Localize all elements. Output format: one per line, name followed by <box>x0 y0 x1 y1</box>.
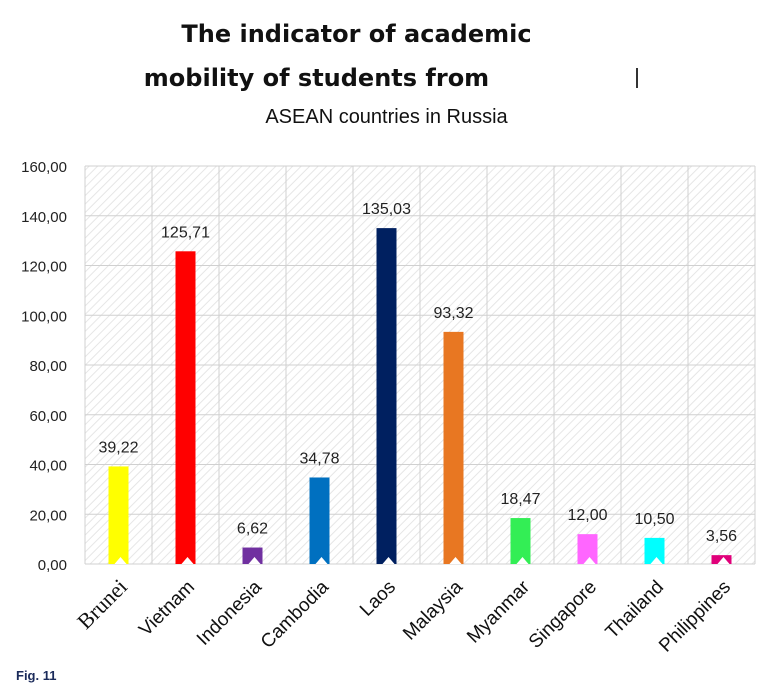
x-tick-label: Philippines <box>655 577 735 657</box>
y-tick-label: 0,00 <box>38 557 67 574</box>
data-label: 6,62 <box>237 521 268 538</box>
y-tick-label: 160,00 <box>21 159 67 176</box>
bar-base-notch <box>516 557 529 564</box>
y-tick-label: 120,00 <box>21 259 67 276</box>
x-tick-label: Singapore <box>525 577 601 653</box>
data-label: 3,56 <box>706 528 737 545</box>
bar-malaysia <box>443 331 464 564</box>
bar-base-notch <box>248 557 261 564</box>
chart-title-line-1: The indicator of academic <box>181 20 532 48</box>
x-tick-label: Laos <box>356 577 400 621</box>
data-label: 135,03 <box>362 201 411 218</box>
y-tick-label: 80,00 <box>29 358 67 375</box>
data-label: 12,00 <box>567 507 607 524</box>
bar-base-notch <box>114 557 127 564</box>
x-tick-label: Brunei <box>72 574 132 634</box>
y-tick-label: 60,00 <box>29 408 67 425</box>
bar-base-notch <box>315 557 328 564</box>
data-label: 125,71 <box>161 224 210 241</box>
bar-base-notch <box>717 557 730 564</box>
x-tick-label: Vietnam <box>135 577 199 641</box>
bar-base-notch <box>650 557 663 564</box>
bar-vietnam <box>175 251 196 564</box>
figure-caption: Fig. 11 <box>16 668 57 683</box>
bar-indonesia <box>242 547 263 564</box>
bar-thailand <box>644 537 665 564</box>
chart-subtitle: ASEAN countries in Russia <box>265 106 508 128</box>
x-tick-label: Indonesia <box>193 576 266 649</box>
text-cursor-mark <box>636 68 638 88</box>
data-label: 34,78 <box>299 450 339 467</box>
bar-laos <box>376 228 397 565</box>
x-tick-label: Myanmar <box>463 576 534 647</box>
y-tick-label: 100,00 <box>21 308 67 325</box>
bar-singapore <box>577 534 598 564</box>
bar-base-notch <box>181 557 194 564</box>
bar-cambodia <box>309 477 330 564</box>
data-label: 39,22 <box>98 439 138 456</box>
bar-base-notch <box>382 557 395 564</box>
data-label: 18,47 <box>500 491 540 508</box>
bar-base-notch <box>449 557 462 564</box>
x-tick-label: Malaysia <box>399 576 467 644</box>
data-label: 10,50 <box>634 511 674 528</box>
y-tick-label: 20,00 <box>29 507 67 524</box>
y-tick-label: 140,00 <box>21 209 67 226</box>
chart-title-line-2: mobility of students from <box>143 64 490 92</box>
y-tick-label: 40,00 <box>29 458 67 475</box>
x-tick-label: Cambodia <box>257 576 333 652</box>
bar-myanmar <box>510 518 531 564</box>
x-tick-label: Thailand <box>602 577 668 643</box>
data-label: 93,32 <box>433 305 473 322</box>
bar-base-notch <box>583 557 596 564</box>
bar-brunei <box>108 466 129 564</box>
